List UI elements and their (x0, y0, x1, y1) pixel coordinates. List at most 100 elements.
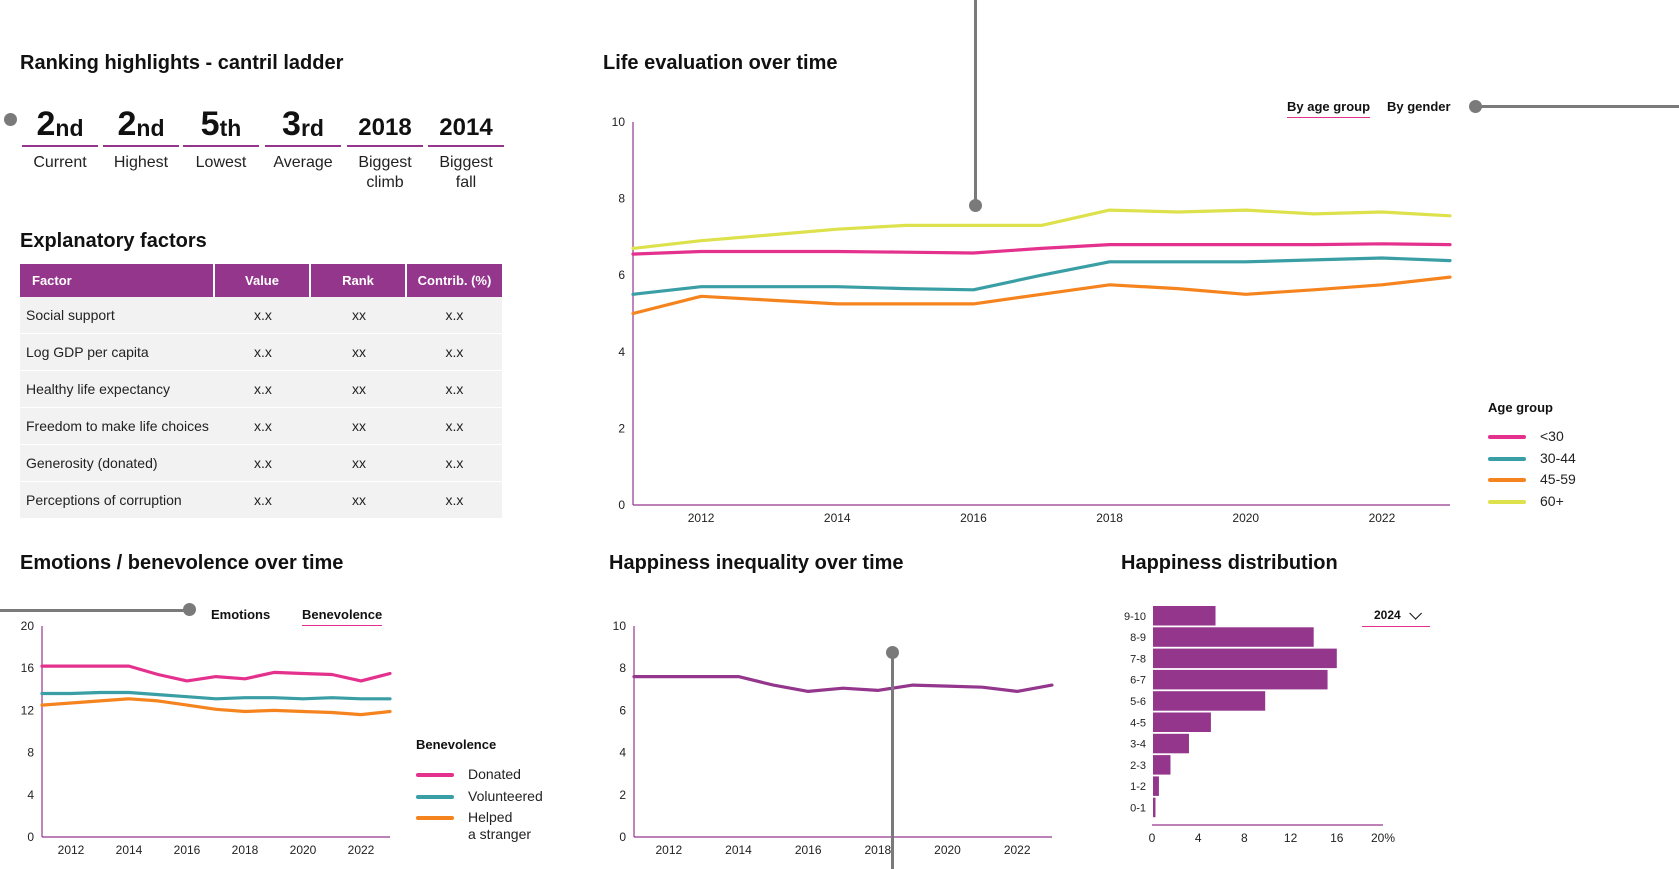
connector-line (0, 609, 185, 612)
table-cell: x.x (407, 408, 502, 445)
x-tick-label: 2020 (1232, 511, 1259, 525)
table-cell: xx (311, 445, 407, 482)
y-tick-label: 0 (619, 830, 626, 844)
ranking-number: 2018 (358, 114, 412, 141)
category-label: 4-5 (1130, 717, 1146, 729)
tab-emotions[interactable]: Emotions (211, 607, 271, 622)
x-tick-label: 12 (1284, 831, 1298, 845)
y-tick-label: 4 (618, 345, 625, 359)
category-label: 5-6 (1130, 696, 1146, 708)
table-cell: x.x (215, 371, 311, 408)
y-tick-label: 2 (618, 421, 625, 435)
x-tick-label: 0 (1149, 831, 1156, 845)
legend-title: Benevolence (416, 737, 497, 752)
year-select-value: 2024 (1374, 608, 1401, 622)
column-header: Rank (311, 264, 407, 297)
x-tick-label: 2016 (795, 843, 822, 857)
legend-item: <30 (1488, 428, 1564, 445)
y-tick-label: 0 (27, 830, 34, 844)
ranking-number: 2014 (439, 114, 493, 141)
ranking-label: Biggest climb (358, 154, 412, 191)
x-tick-label: 2014 (725, 843, 752, 857)
factor-name: Log GDP per capita (20, 334, 215, 371)
table-row: Log GDP per capita x.x xx x.x (20, 334, 502, 371)
tab-benevolence[interactable]: Benevolence (302, 607, 383, 626)
x-tick-label: 4 (1195, 831, 1202, 845)
legend-swatch (1488, 456, 1526, 461)
y-tick-label: 6 (619, 703, 626, 717)
y-tick-label: 4 (619, 746, 626, 760)
column-header: Contrib. (%) (407, 264, 502, 297)
connector-line (974, 0, 977, 202)
x-tick-label: 2012 (58, 843, 85, 857)
inequality-chart: 0 2 4 6 8 10 2012 2014 2016 2018 2020 2022 (613, 619, 1054, 857)
ranking-label: Average (273, 154, 333, 171)
emotions-title: Emotions / benevolence over time (20, 552, 344, 574)
chevron-down-icon (1408, 606, 1422, 620)
tab-by-age-group[interactable]: By age group (1287, 99, 1371, 118)
inequality-title: Happiness inequality over time (609, 552, 904, 574)
table-row: Freedom to make life choices x.x xx x.x (20, 408, 502, 445)
category-label: 8-9 (1130, 632, 1146, 644)
x-tick-label: 2018 (864, 843, 891, 857)
legend-swatch (1488, 499, 1526, 504)
series-line (631, 256, 1452, 296)
ranking-number: 2 (117, 105, 137, 143)
table-body: Social support x.x xx x.x Log GDP per capita… (20, 297, 502, 519)
x-tick-label: 8 (1241, 831, 1248, 845)
connector-dot (969, 199, 982, 212)
bar (1153, 712, 1211, 732)
category-label: 2-3 (1130, 760, 1146, 772)
table-cell: x.x (215, 445, 311, 482)
ranking-title: Ranking highlights - cantril ladder (20, 52, 344, 74)
legend-label: 30-44 (1540, 449, 1576, 466)
table-cell: x.x (215, 334, 311, 371)
legend-swatch (1488, 478, 1526, 482)
column-header: Value (215, 264, 311, 297)
legend-item: 30-44 (1488, 450, 1576, 467)
legend-label: Helped a stranger (468, 809, 532, 842)
y-tick-label: 2 (619, 788, 626, 802)
legend-swatch (1488, 435, 1526, 439)
table-cell: x.x (407, 371, 502, 408)
x-tick-label: 2018 (1096, 511, 1123, 525)
ranking-suffix: rd (300, 115, 324, 141)
connector-line (1476, 105, 1679, 108)
x-tick-label: 2020 (934, 843, 961, 857)
year-select[interactable]: 2024 (1362, 606, 1430, 627)
legend-item: Volunteered (416, 788, 543, 805)
ranking-suffix: nd (136, 115, 165, 141)
ranking-label: Current (33, 154, 87, 171)
factor-name: Generosity (donated) (20, 445, 215, 482)
ranking-suffix: nd (55, 115, 84, 141)
table-cell: xx (311, 408, 407, 445)
x-tick-label: 2014 (824, 511, 851, 525)
tab-by-gender[interactable]: By gender (1387, 99, 1451, 114)
table-cell: xx (311, 371, 407, 408)
table-cell: x.x (407, 482, 502, 519)
legend-label: Donated (468, 766, 521, 782)
y-tick-label: 8 (27, 746, 34, 760)
ranking-label: Lowest (195, 154, 247, 171)
ranking-number: 5 (200, 105, 220, 143)
x-tick-label: 2022 (1369, 511, 1396, 525)
table-cell: x.x (407, 334, 502, 371)
y-tick-label: 0 (618, 498, 625, 512)
life-eval-title: Life evaluation over time (603, 52, 838, 74)
table-cell: xx (311, 482, 407, 519)
ranking-value: 2018 (347, 103, 423, 147)
y-tick-label: 12 (21, 703, 35, 717)
category-label: 0-1 (1130, 802, 1146, 814)
bar (1153, 797, 1156, 818)
x-tick-label: 2016 (174, 843, 201, 857)
table-row: Generosity (donated) x.x xx x.x (20, 445, 502, 482)
bar (1153, 627, 1314, 647)
ranking-label: Highest (113, 154, 169, 171)
category-label: 7-8 (1130, 653, 1146, 665)
series-line (40, 664, 392, 683)
ranking-label: Biggest fall (439, 154, 493, 191)
